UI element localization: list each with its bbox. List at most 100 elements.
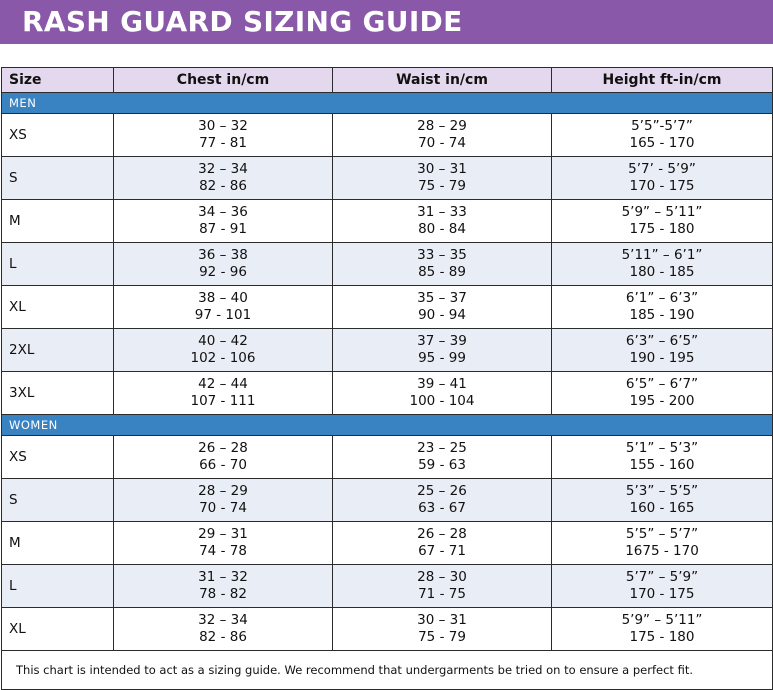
- waist-centimeters: 75 - 79: [418, 178, 466, 194]
- chest-cell: 32 – 34 82 - 86: [113, 607, 333, 651]
- height-inches: 5’7” – 5’9”: [625, 569, 699, 585]
- table-row: L 31 – 32 78 - 82 28 – 30 71 - 75 5’7” – 5’9”…: [1, 564, 773, 608]
- waist-centimeters: 100 - 104: [409, 393, 475, 409]
- table-row: M 34 – 36 87 - 91 31 – 33 80 - 84 5’9” – 5’11…: [1, 199, 773, 243]
- height-centimeters: 185 - 190: [629, 307, 695, 323]
- size-cell: S: [1, 478, 114, 522]
- waist-inches: 30 – 31: [417, 161, 467, 177]
- waist-inches: 23 – 25: [417, 440, 467, 456]
- height-inches: 5’9” – 5’11”: [621, 612, 703, 628]
- chest-inches: 42 – 44: [198, 376, 248, 392]
- chest-centimeters: 82 - 86: [199, 629, 247, 645]
- waist-inches: 26 – 28: [417, 526, 467, 542]
- size-cell: M: [1, 199, 114, 243]
- height-inches: 5’11” – 6’1”: [621, 247, 703, 263]
- waist-inches: 33 – 35: [417, 247, 467, 263]
- height-centimeters: 190 - 195: [629, 350, 695, 366]
- height-centimeters: 170 - 175: [629, 586, 695, 602]
- waist-inches: 28 – 30: [417, 569, 467, 585]
- waist-cell: 30 – 31 75 - 79: [332, 156, 552, 200]
- header-row: Size Chest in/cm Waist in/cm Height ft-i…: [1, 67, 773, 93]
- height-centimeters: 170 - 175: [629, 178, 695, 194]
- height-cell: 5’11” – 6’1” 180 - 185: [551, 242, 773, 286]
- waist-centimeters: 59 - 63: [418, 457, 466, 473]
- waist-cell: 28 – 29 70 - 74: [332, 113, 552, 157]
- table-body: MEN XS 30 – 32 77 - 81 28 – 29 70 - 74 5’5”-5’…: [1, 92, 773, 651]
- chest-cell: 26 – 28 66 - 70: [113, 435, 333, 479]
- waist-centimeters: 90 - 94: [418, 307, 466, 323]
- chest-inches: 40 – 42: [198, 333, 248, 349]
- height-cell: 5’1” – 5’3” 155 - 160: [551, 435, 773, 479]
- height-centimeters: 155 - 160: [629, 457, 695, 473]
- size-cell: S: [1, 156, 114, 200]
- height-centimeters: 1675 - 170: [625, 543, 699, 559]
- height-inches: 5’5”-5’7”: [631, 118, 693, 134]
- height-cell: 5’7” – 5’9” 170 - 175: [551, 564, 773, 608]
- chest-cell: 40 – 42 102 - 106: [113, 328, 333, 372]
- waist-cell: 30 – 31 75 - 79: [332, 607, 552, 651]
- height-cell: 5’9” – 5’11” 175 - 180: [551, 607, 773, 651]
- height-centimeters: 175 - 180: [629, 629, 695, 645]
- chest-centimeters: 66 - 70: [199, 457, 247, 473]
- height-inches: 5’9” – 5’11”: [621, 204, 703, 220]
- chest-centimeters: 77 - 81: [199, 135, 247, 151]
- height-inches: 5’5” – 5’7”: [625, 526, 699, 542]
- waist-cell: 39 – 41 100 - 104: [332, 371, 552, 415]
- waist-cell: 26 – 28 67 - 71: [332, 521, 552, 565]
- chest-cell: 28 – 29 70 - 74: [113, 478, 333, 522]
- waist-inches: 28 – 29: [417, 118, 467, 134]
- column-header-chest: Chest in/cm: [113, 67, 333, 93]
- height-cell: 6’1” – 6’3” 185 - 190: [551, 285, 773, 329]
- chest-inches: 26 – 28: [198, 440, 248, 456]
- chest-cell: 36 – 38 92 - 96: [113, 242, 333, 286]
- waist-cell: 28 – 30 71 - 75: [332, 564, 552, 608]
- waist-centimeters: 71 - 75: [418, 586, 466, 602]
- height-cell: 5’7’ - 5’9” 170 - 175: [551, 156, 773, 200]
- waist-inches: 25 – 26: [417, 483, 467, 499]
- size-cell: L: [1, 564, 114, 608]
- footnote-row: This chart is intended to act as a sizin…: [1, 650, 773, 690]
- column-header-waist: Waist in/cm: [332, 67, 552, 93]
- size-cell: M: [1, 521, 114, 565]
- size-cell: 2XL: [1, 328, 114, 372]
- chest-inches: 31 – 32: [198, 569, 248, 585]
- height-cell: 6’5” – 6’7” 195 - 200: [551, 371, 773, 415]
- table-row: 3XL 42 – 44 107 - 111 39 – 41 100 - 104 6’5” …: [1, 371, 773, 415]
- title-banner: RASH GUARD SIZING GUIDE: [0, 0, 773, 44]
- footnote-text: This chart is intended to act as a sizin…: [1, 650, 773, 690]
- height-inches: 6’1” – 6’3”: [625, 290, 699, 306]
- chest-inches: 32 – 34: [198, 612, 248, 628]
- waist-inches: 30 – 31: [417, 612, 467, 628]
- chest-cell: 31 – 32 78 - 82: [113, 564, 333, 608]
- column-header-size: Size: [1, 67, 114, 93]
- table-row: S 28 – 29 70 - 74 25 – 26 63 - 67 5’3” – 5’5”…: [1, 478, 773, 522]
- height-centimeters: 195 - 200: [629, 393, 695, 409]
- height-centimeters: 165 - 170: [629, 135, 695, 151]
- section-row-men: MEN: [1, 92, 773, 114]
- table-row: 2XL 40 – 42 102 - 106 37 – 39 95 - 99 6’3” – …: [1, 328, 773, 372]
- chest-inches: 34 – 36: [198, 204, 248, 220]
- height-cell: 5’3” – 5’5” 160 - 165: [551, 478, 773, 522]
- waist-centimeters: 85 - 89: [418, 264, 466, 280]
- chest-centimeters: 102 - 106: [190, 350, 256, 366]
- height-inches: 5’7’ - 5’9”: [628, 161, 696, 177]
- waist-inches: 31 – 33: [417, 204, 467, 220]
- height-inches: 5’3” – 5’5”: [625, 483, 699, 499]
- height-centimeters: 180 - 185: [629, 264, 695, 280]
- chest-cell: 42 – 44 107 - 111: [113, 371, 333, 415]
- section-label: WOMEN: [1, 414, 773, 436]
- height-cell: 5’5” – 5’7” 1675 - 170: [551, 521, 773, 565]
- size-cell: 3XL: [1, 371, 114, 415]
- waist-centimeters: 70 - 74: [418, 135, 466, 151]
- table-row: XL 38 – 40 97 - 101 35 – 37 90 - 94 6’1” – 6’…: [1, 285, 773, 329]
- waist-cell: 33 – 35 85 - 89: [332, 242, 552, 286]
- page-title: RASH GUARD SIZING GUIDE: [22, 5, 463, 38]
- sizing-table: Size Chest in/cm Waist in/cm Height ft-i…: [1, 67, 773, 690]
- table-row: XS 30 – 32 77 - 81 28 – 29 70 - 74 5’5”-5’7” 1…: [1, 113, 773, 157]
- chest-centimeters: 74 - 78: [199, 543, 247, 559]
- table-row: XL 32 – 34 82 - 86 30 – 31 75 - 79 5’9” – 5’1…: [1, 607, 773, 651]
- chest-inches: 38 – 40: [198, 290, 248, 306]
- table-row: XS 26 – 28 66 - 70 23 – 25 59 - 63 5’1” – 5’3…: [1, 435, 773, 479]
- height-inches: 6’3” – 6’5”: [625, 333, 699, 349]
- waist-inches: 39 – 41: [417, 376, 467, 392]
